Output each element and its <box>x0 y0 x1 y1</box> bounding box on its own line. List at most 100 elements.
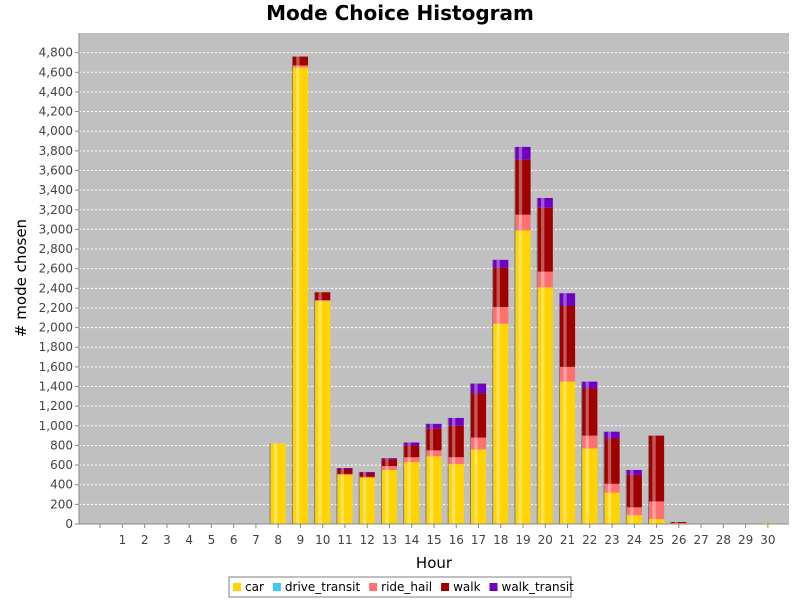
x-tick-label: 3 <box>163 533 171 547</box>
bar-highlight <box>607 438 612 484</box>
y-tick-label: 3,200 <box>39 203 73 217</box>
bar-shadow <box>447 425 449 458</box>
bar-shadow <box>403 445 405 458</box>
bar-shadow <box>269 443 271 524</box>
bar-highlight <box>318 301 322 524</box>
bar-shadow <box>291 67 294 525</box>
bar-ride_hail <box>649 501 665 520</box>
bar-highlight <box>652 435 656 502</box>
bar-car <box>337 474 353 524</box>
y-axis-label: # mode chosen <box>12 219 30 337</box>
bar-car <box>315 301 331 524</box>
x-tick-label: 16 <box>449 533 464 547</box>
y-axis-ticks: 0 200 400 600 800 1,000 1,200 1,400 1,600 1,800 2,… <box>39 46 79 531</box>
bar-walk_transit <box>337 468 353 470</box>
y-tick-label: 4,000 <box>39 124 73 138</box>
bar-walk <box>582 388 598 436</box>
bar-walk_transit <box>448 417 464 426</box>
bar-shadow <box>581 388 583 436</box>
bar-shadow <box>492 323 494 524</box>
bar-shadow <box>447 464 449 524</box>
bar-highlight <box>362 472 367 477</box>
bar-highlight <box>674 522 678 524</box>
bar-walk_transit <box>559 293 576 306</box>
bar-shadow <box>581 381 583 389</box>
bar-highlight <box>318 292 322 301</box>
bar-shadow <box>536 197 538 208</box>
bar-shadow <box>558 366 561 382</box>
bar-shadow <box>558 305 561 367</box>
bar-shadow <box>403 442 405 446</box>
legend-label-walk_transit: walk_transit <box>502 580 575 594</box>
bar-walk <box>671 522 687 524</box>
bar-shadow <box>514 214 516 231</box>
bar-shadow <box>425 456 427 524</box>
bar-highlight <box>630 469 634 475</box>
bar-highlight <box>452 457 456 465</box>
bar-shadow <box>492 306 494 324</box>
x-tick-label: 28 <box>716 533 731 547</box>
bar-shadow <box>380 459 383 467</box>
bar-shadow <box>648 501 650 520</box>
bar-highlight <box>518 159 523 215</box>
bar-walk <box>292 56 309 66</box>
bar-walk_transit <box>493 259 509 268</box>
x-tick-label: 15 <box>426 533 441 547</box>
bar-highlight <box>518 230 523 524</box>
bar-shadow <box>291 65 294 68</box>
bar-shadow <box>670 522 672 524</box>
y-tick-label: 3,000 <box>39 222 73 236</box>
bar-highlight <box>429 456 434 524</box>
bar-highlight <box>318 300 322 302</box>
bar-highlight <box>630 507 634 516</box>
y-tick-label: 3,600 <box>39 163 73 177</box>
bar-shadow <box>314 300 316 302</box>
x-tick-label: 12 <box>360 533 375 547</box>
bar-car <box>582 448 598 524</box>
bar-ride_hail <box>448 457 464 465</box>
bar-ride_hail <box>493 306 509 324</box>
bar-walk_transit <box>515 146 531 160</box>
bar-highlight <box>296 67 300 525</box>
bar-highlight <box>407 462 411 524</box>
bar-walk_transit <box>537 197 553 208</box>
bar-shadow <box>425 423 427 429</box>
bar-highlight <box>585 435 589 449</box>
bar-highlight <box>585 388 589 436</box>
bar-ride_hail <box>292 65 309 68</box>
x-tick-label: 2 <box>141 533 149 547</box>
bar-shadow <box>336 469 338 474</box>
bar-ride_hail <box>604 483 620 493</box>
legend-swatch-car <box>233 583 241 591</box>
x-tick-label: 24 <box>627 533 642 547</box>
y-tick-label: 1,600 <box>39 360 73 374</box>
bar-highlight <box>496 259 500 268</box>
legend-label-drive_transit: drive_transit <box>285 580 361 594</box>
bar-shadow <box>380 469 383 524</box>
bar-shadow <box>425 450 427 457</box>
bar-shadow <box>581 448 583 524</box>
bar-shadow <box>447 457 449 465</box>
bar-walk <box>470 393 487 438</box>
x-tick-label: 11 <box>337 533 352 547</box>
bar-car <box>470 449 487 524</box>
bar-shadow <box>469 449 472 524</box>
bar-highlight <box>407 445 411 458</box>
bar-highlight <box>585 381 589 389</box>
bar-highlight <box>385 469 389 524</box>
bar-walk <box>315 292 331 301</box>
bar-walk_transit <box>426 423 442 429</box>
bar-ride_hail <box>381 466 398 470</box>
bar-shadow <box>603 431 605 439</box>
bar-walk <box>493 267 509 307</box>
x-tick-label: 23 <box>604 533 619 547</box>
x-tick-label: 18 <box>493 533 508 547</box>
bar-highlight <box>385 458 389 460</box>
bar-highlight <box>296 56 300 66</box>
bar-walk_transit <box>604 431 620 439</box>
x-tick-label: 1 <box>119 533 127 547</box>
bar-ride_hail <box>315 300 331 302</box>
x-tick-label: 4 <box>185 533 193 547</box>
bar-shadow <box>336 468 338 470</box>
